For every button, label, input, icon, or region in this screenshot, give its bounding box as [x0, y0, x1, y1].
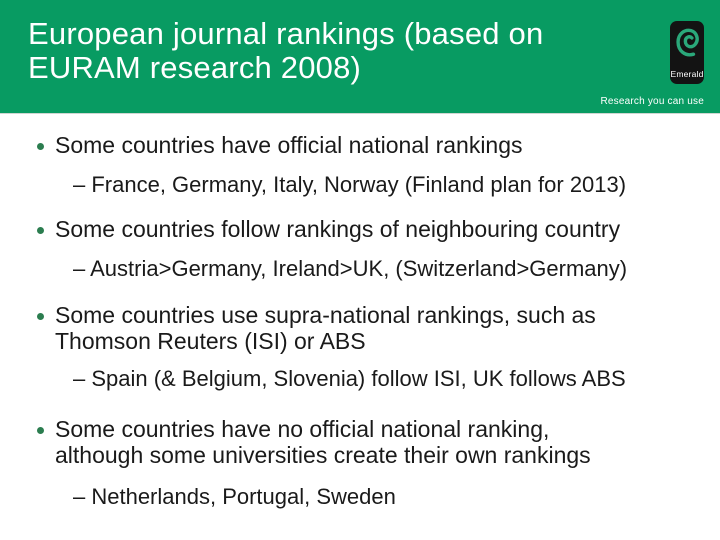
bullet-dot-icon: [37, 313, 44, 320]
sub-bullet-3: – Spain (& Belgium, Slovenia) follow ISI…: [73, 366, 626, 391]
emerald-logo: Emerald: [670, 21, 704, 84]
sub-bullet-2: – Austria>Germany, Ireland>UK, (Switzerl…: [73, 256, 628, 281]
bullet-1-text: Some countries have official national ra…: [55, 132, 523, 158]
bullet-3-text-line-1: Some countries use supra-national rankin…: [55, 302, 596, 328]
sub-bullet-1: – France, Germany, Italy, Norway (Finlan…: [73, 172, 627, 197]
bullet-dot-icon: [37, 143, 44, 150]
bullet-item-1: Some countries have official national ra…: [55, 132, 523, 158]
slide-title: European journal rankings (based on EURA…: [28, 17, 543, 85]
logo-tagline: Research you can use: [600, 96, 704, 107]
bullet-item-2: Some countries follow rankings of neighb…: [55, 216, 620, 242]
bullet-3-text-line-2: Thomson Reuters (ISI) or ABS: [55, 328, 366, 354]
bullet-2-text: Some countries follow rankings of neighb…: [55, 216, 621, 242]
bullet-dot-icon: [37, 227, 44, 234]
bullet-item-3: Some countries use supra-national rankin…: [55, 302, 596, 354]
emerald-brand-label: Emerald: [670, 69, 704, 79]
emerald-spiral-icon: [676, 28, 699, 57]
bullet-4-text-line-1: Some countries have no official national…: [55, 416, 550, 442]
bullet-item-4: Some countries have no official national…: [55, 416, 591, 468]
header-banner: European journal rankings (based on EURA…: [0, 0, 720, 114]
bullet-dot-icon: [37, 427, 44, 434]
sub-bullet-4: – Netherlands, Portugal, Sweden: [73, 484, 396, 509]
bullet-4-text-line-2: although some universities create their …: [55, 442, 591, 468]
slide-title-line-2: EURAM research 2008): [28, 50, 362, 85]
slide-title-line-1: European journal rankings (based on: [28, 16, 544, 51]
